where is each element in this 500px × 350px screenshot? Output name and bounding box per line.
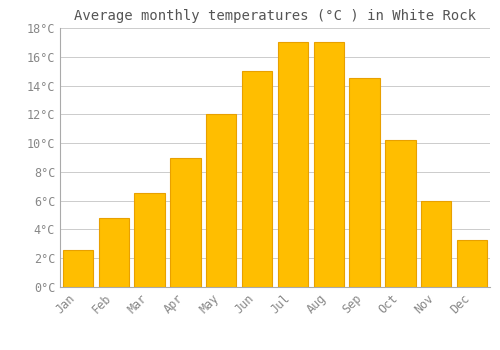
Bar [314, 42, 344, 287]
Bar [206, 114, 236, 287]
Bar [457, 239, 488, 287]
Bar [421, 201, 452, 287]
Bar [62, 250, 93, 287]
Bar [278, 42, 308, 287]
Bar [170, 158, 200, 287]
Title: Average monthly temperatures (°C ) in White Rock: Average monthly temperatures (°C ) in Wh… [74, 9, 476, 23]
Bar [242, 71, 272, 287]
Bar [350, 78, 380, 287]
Bar [134, 194, 165, 287]
Bar [385, 140, 416, 287]
Bar [98, 218, 129, 287]
